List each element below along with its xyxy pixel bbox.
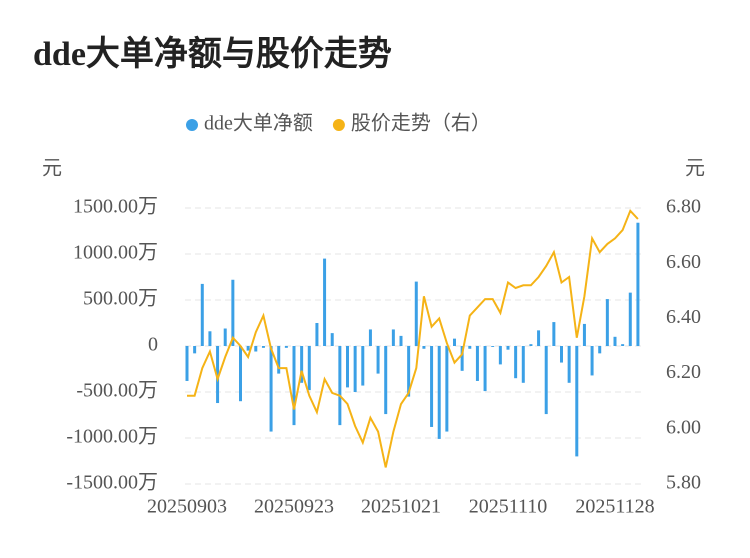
bar [544,346,548,415]
chart-title: dde大单净额与股价走势 [33,35,392,73]
y-tick-label: -1500.00万 [66,472,158,494]
bar [552,322,556,346]
legend-marker [332,119,345,131]
bar [560,346,563,363]
bar [636,222,640,346]
bar [468,346,472,349]
bar [605,299,609,346]
bar [254,346,258,352]
bar [292,346,296,426]
y2-tick-label: 6.20 [666,361,701,383]
legend-label: 股价走势（右） [351,112,491,135]
bar [399,335,403,346]
y-tick-label: 1500.00万 [73,196,158,218]
bar [185,346,189,381]
bar [407,346,411,397]
bar [498,346,502,365]
bar [315,323,319,346]
bar [330,333,334,346]
bar [491,346,495,347]
bar [338,346,342,426]
bar [453,338,456,346]
y-tick-label: 1000.00万 [73,242,158,264]
bar [246,346,250,351]
legend-label: dde大单净额 [204,112,313,135]
x-tick-label: 20251128 [575,496,654,518]
bar [437,346,441,439]
bar [506,346,510,350]
bar [193,346,197,354]
bar [460,346,464,371]
x-tick-label: 20251021 [361,496,441,518]
x-tick-label: 20250903 [147,496,227,518]
bar [284,346,288,348]
bar [514,346,518,379]
bar [208,331,212,346]
bar [216,346,220,404]
bar [361,346,365,386]
bar [590,346,594,376]
bar [200,283,204,346]
y-tick-label: 500.00万 [83,288,158,310]
bar [223,328,227,346]
bar [445,346,449,432]
bar [376,346,380,374]
bar [582,323,586,346]
bar [537,330,541,346]
bar [323,258,327,346]
bar [353,346,357,392]
x-tick-label: 20251110 [469,496,548,518]
bar [269,346,273,432]
legend-marker [186,119,198,131]
bar [414,281,418,346]
bar [307,346,311,391]
bar [277,346,281,374]
y-tick-label: 0 [148,334,158,356]
bar [529,344,533,346]
y2-tick-label: 6.80 [666,196,701,218]
bar [261,346,265,348]
bar [430,346,434,427]
y2-unit: 元 [685,158,705,180]
bar [521,346,525,383]
bar [384,346,388,415]
bar [300,346,304,383]
bar [598,346,602,354]
bar [613,336,617,346]
bar [475,346,479,381]
price-line [187,208,639,468]
bar [422,346,426,349]
bar [483,346,487,392]
bar [628,292,632,346]
y2-tick-label: 5.80 [666,472,701,494]
bar [621,344,625,346]
bar [231,279,235,346]
bar [567,346,571,383]
bar [575,346,579,457]
bar [391,329,395,346]
y-tick-label: -1000.00万 [66,426,158,448]
y2-tick-label: 6.00 [666,416,701,438]
y2-tick-label: 6.60 [666,251,701,273]
bar [346,346,349,388]
y2-tick-label: 6.40 [666,306,701,328]
bar [239,346,242,402]
y-tick-label: -500.00万 [76,380,158,402]
x-tick-label: 20250923 [254,496,334,518]
y-unit: 元 [42,158,62,180]
bar [368,329,372,346]
